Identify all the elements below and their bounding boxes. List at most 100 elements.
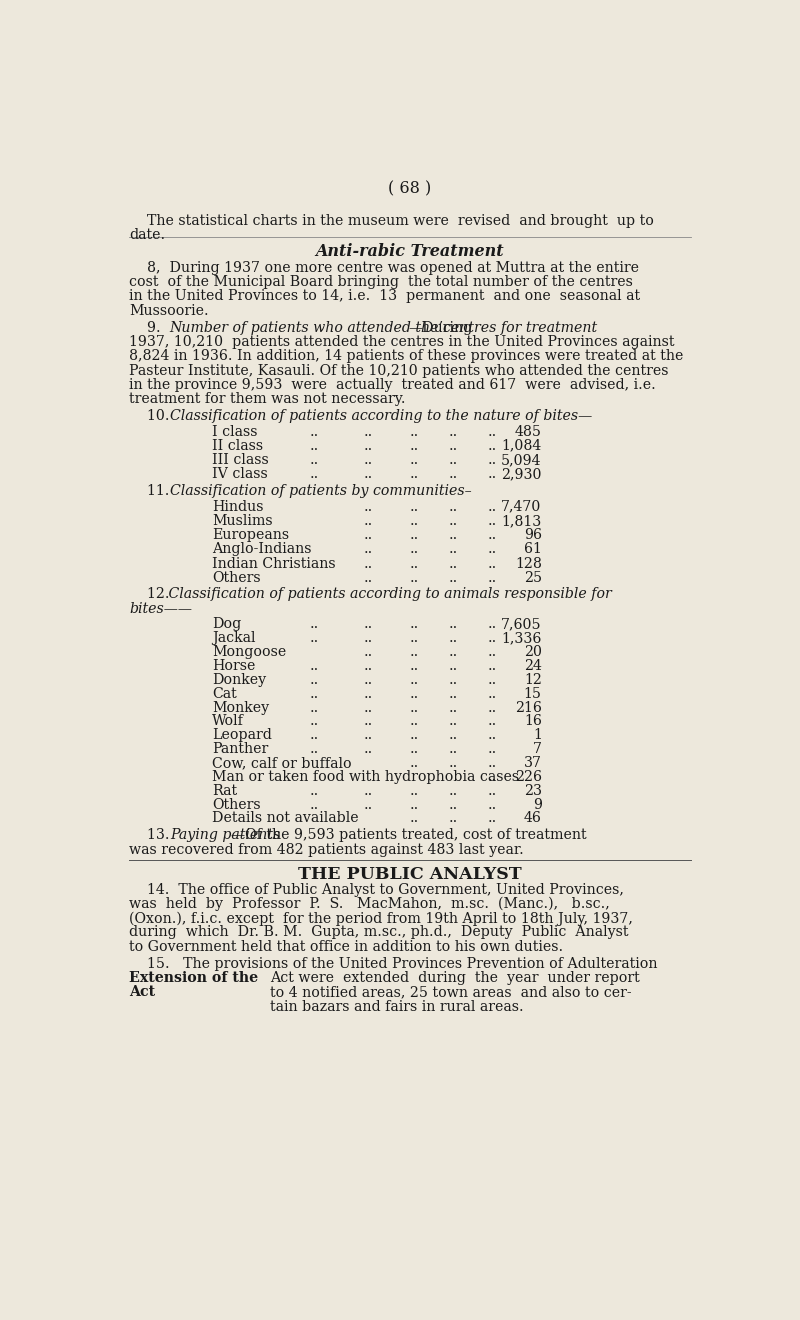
Text: ..: ..: [487, 742, 497, 756]
Text: ..: ..: [487, 797, 497, 812]
Text: ..: ..: [449, 686, 458, 701]
Text: 14.  The office of Public Analyst to Government, United Provinces,: 14. The office of Public Analyst to Gove…: [130, 883, 624, 896]
Text: 5,094: 5,094: [502, 453, 542, 467]
Text: ..: ..: [449, 557, 458, 570]
Text: Jackal: Jackal: [212, 631, 256, 645]
Text: 96: 96: [524, 528, 542, 543]
Text: 1: 1: [533, 729, 542, 742]
Text: 1,813: 1,813: [502, 513, 542, 528]
Text: 37: 37: [524, 756, 542, 770]
Text: ..: ..: [487, 425, 497, 438]
Text: —Of the 9,593 patients treated, cost of treatment: —Of the 9,593 patients treated, cost of …: [230, 829, 586, 842]
Text: was  held  by  Professor  P.  S.   MacMahon,  m.sc.  (Manc.),   b.sc.,: was held by Professor P. S. MacMahon, m.…: [130, 896, 610, 911]
Text: ..: ..: [410, 756, 419, 770]
Text: ..: ..: [410, 659, 419, 673]
Text: ..: ..: [449, 714, 458, 729]
Text: ..: ..: [363, 673, 373, 686]
Text: ..: ..: [410, 453, 419, 467]
Text: ..: ..: [363, 686, 373, 701]
Text: Mussoorie.: Mussoorie.: [130, 304, 209, 318]
Text: ..: ..: [410, 499, 419, 513]
Text: ..: ..: [363, 467, 373, 482]
Text: Monkey: Monkey: [212, 701, 270, 714]
Text: Dog: Dog: [212, 618, 242, 631]
Text: ..: ..: [363, 742, 373, 756]
Text: Indian Christians: Indian Christians: [212, 557, 336, 570]
Text: ..: ..: [449, 467, 458, 482]
Text: ..: ..: [449, 645, 458, 659]
Text: 11.: 11.: [130, 484, 174, 498]
Text: Extension of the: Extension of the: [130, 972, 258, 985]
Text: ..: ..: [410, 742, 419, 756]
Text: in the province 9,593  were  actually  treated and 617  were  advised, i.e.: in the province 9,593 were actually trea…: [130, 378, 656, 392]
Text: ..: ..: [487, 673, 497, 686]
Text: ..: ..: [487, 513, 497, 528]
Text: ..: ..: [487, 714, 497, 729]
Text: ..: ..: [363, 543, 373, 556]
Text: (Oxon.), f.i.c. except  for the period from 19th April to 18th July, 1937,: (Oxon.), f.i.c. except for the period fr…: [130, 911, 634, 925]
Text: ..: ..: [363, 438, 373, 453]
Text: 216: 216: [515, 701, 542, 714]
Text: Wolf: Wolf: [212, 714, 244, 729]
Text: 1,336: 1,336: [502, 631, 542, 645]
Text: ..: ..: [363, 499, 373, 513]
Text: ..: ..: [410, 812, 419, 825]
Text: Act were  extended  during  the  year  under report: Act were extended during the year under …: [270, 972, 640, 985]
Text: Classification of patients according to the nature of bites—: Classification of patients according to …: [170, 409, 592, 422]
Text: 226: 226: [514, 770, 542, 784]
Text: Rat: Rat: [212, 784, 238, 797]
Text: 2,930: 2,930: [502, 467, 542, 482]
Text: ..: ..: [410, 645, 419, 659]
Text: ..: ..: [449, 673, 458, 686]
Text: Muslims: Muslims: [212, 513, 273, 528]
Text: ..: ..: [410, 528, 419, 543]
Text: 485: 485: [514, 425, 542, 438]
Text: ..: ..: [310, 784, 318, 797]
Text: ..: ..: [310, 797, 318, 812]
Text: Others: Others: [212, 797, 261, 812]
Text: ..: ..: [410, 686, 419, 701]
Text: Act: Act: [130, 986, 155, 999]
Text: 1937, 10,210  patients attended the centres in the United Provinces against: 1937, 10,210 patients attended the centr…: [130, 335, 675, 350]
Text: 12.: 12.: [130, 587, 170, 602]
Text: 1,084: 1,084: [502, 438, 542, 453]
Text: ..: ..: [363, 618, 373, 631]
Text: 23: 23: [524, 784, 542, 797]
Text: ..: ..: [449, 631, 458, 645]
Text: Others: Others: [212, 570, 261, 585]
Text: ..: ..: [487, 756, 497, 770]
Text: ..: ..: [449, 742, 458, 756]
Text: ..: ..: [487, 499, 497, 513]
Text: ..: ..: [410, 513, 419, 528]
Text: ..: ..: [487, 659, 497, 673]
Text: Anti-rabic Treatment: Anti-rabic Treatment: [316, 243, 504, 260]
Text: 8,824 in 1936. In addition, 14 patients of these provinces were treated at the: 8,824 in 1936. In addition, 14 patients …: [130, 350, 684, 363]
Text: ..: ..: [449, 659, 458, 673]
Text: ..: ..: [363, 701, 373, 714]
Text: ..: ..: [487, 729, 497, 742]
Text: ..: ..: [310, 673, 318, 686]
Text: ..: ..: [363, 797, 373, 812]
Text: The statistical charts in the museum were  revised  and brought  up to: The statistical charts in the museum wer…: [130, 214, 654, 228]
Text: ..: ..: [449, 543, 458, 556]
Text: ..: ..: [449, 453, 458, 467]
Text: ..: ..: [310, 453, 318, 467]
Text: ..: ..: [449, 528, 458, 543]
Text: ..: ..: [363, 570, 373, 585]
Text: Hindus: Hindus: [212, 499, 264, 513]
Text: ..: ..: [363, 659, 373, 673]
Text: ..: ..: [449, 513, 458, 528]
Text: 10.: 10.: [130, 409, 174, 422]
Text: Donkey: Donkey: [212, 673, 266, 686]
Text: treatment for them was not necessary.: treatment for them was not necessary.: [130, 392, 406, 407]
Text: 7,605: 7,605: [501, 618, 542, 631]
Text: Pasteur Institute, Kasauli. Of the 10,210 patients who attended the centres: Pasteur Institute, Kasauli. Of the 10,21…: [130, 364, 669, 378]
Text: ..: ..: [487, 618, 497, 631]
Text: in the United Provinces to 14, i.e.  13  permanent  and one  seasonal at: in the United Provinces to 14, i.e. 13 p…: [130, 289, 641, 304]
Text: Number of patients who attended the’centres for treatment: Number of patients who attended the’cent…: [170, 321, 598, 335]
Text: Mongoose: Mongoose: [212, 645, 286, 659]
Text: during  which  Dr. B. M.  Gupta, m.sc., ph.d.,  Deputy  Public  Analyst: during which Dr. B. M. Gupta, m.sc., ph.…: [130, 925, 629, 940]
Text: Details not available: Details not available: [212, 812, 359, 825]
Text: Paying patients: Paying patients: [170, 829, 280, 842]
Text: cost  of the Municipal Board bringing  the total number of the centres: cost of the Municipal Board bringing the…: [130, 275, 634, 289]
